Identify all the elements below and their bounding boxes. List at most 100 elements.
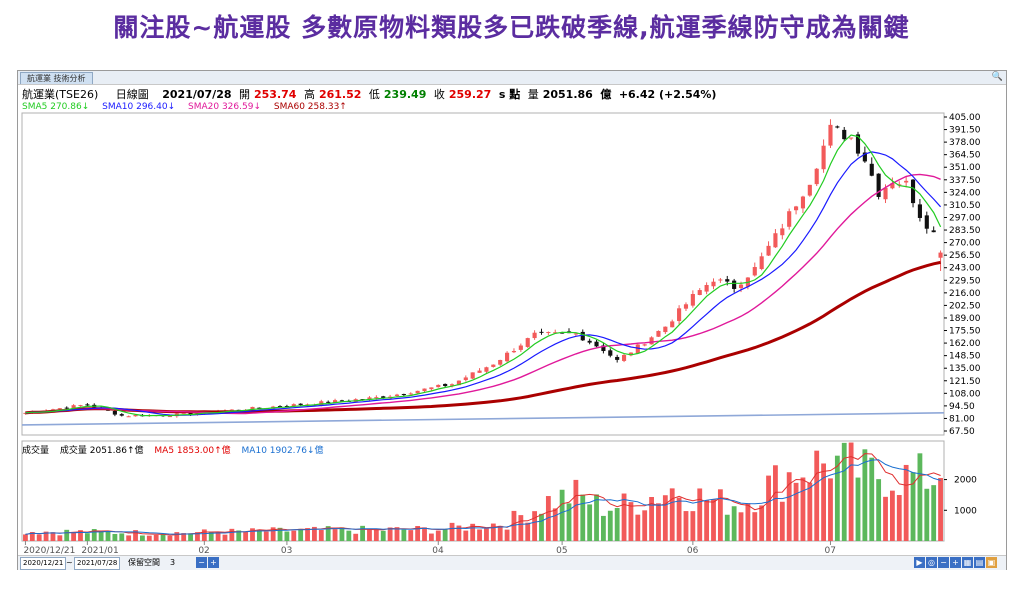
settings-icon[interactable]: ▣ [986,557,997,568]
volume-bar [256,529,262,541]
plus-icon[interactable]: + [950,557,961,568]
y-tick-label: 256.50 [949,251,981,261]
volume-bar [566,503,572,541]
candle-body [718,279,723,281]
candle-body [752,267,757,276]
date-to-select[interactable]: 2021/07/28 [74,557,120,570]
candle-body [615,356,620,360]
volume-bar [263,531,269,541]
unit-label: s 點 [498,88,521,101]
candle-body [780,228,785,236]
y-tick-label: 175.50 [949,327,981,337]
x-tick-label: 2021/01 [81,546,118,555]
volume-bar [690,511,696,541]
candle-body [677,308,682,322]
candle-body [649,337,654,345]
candle-body [85,404,90,406]
volume-bar [298,528,304,541]
candle-body [601,345,606,352]
candle-body [525,338,530,347]
keep-space-value[interactable]: 3 [170,558,176,567]
volume-bar [848,442,854,541]
volume-bar [931,485,937,541]
candle-body [849,137,854,139]
volume-bar [525,522,531,541]
candle-body [277,406,283,408]
minus-icon[interactable]: − [938,557,949,568]
volume-bar [305,528,310,541]
candle-body [298,403,303,405]
date-from-select[interactable]: 2020/12/21 [20,557,66,570]
volume-bar [704,500,710,541]
volume-legend: 成交量 成交量 2051.86↑億 MA5 1853.00↑億 MA10 190… [22,443,332,456]
volume-bar [779,501,785,541]
volume-bar [270,527,276,541]
candlestick-chart[interactable]: 405.00 391.50 378.00 364.50 351.00 337.50 324.… [18,71,1006,555]
candle-body [807,184,812,196]
candle-body [869,163,874,176]
volume-bar [140,535,145,541]
y-tick-label: 121.50 [949,377,981,387]
high-label: 高 [303,88,315,101]
volume-bar [669,488,675,541]
quote-date: 2021/07/28 [162,88,232,101]
zoom-in-icon[interactable]: + [208,557,219,568]
volume-label: 量 [527,88,539,101]
volume-bar [628,502,634,541]
chart-type-icon[interactable]: ▤ [974,557,985,568]
volume-bar [580,494,586,541]
volume-value: 2051.86 [542,88,593,101]
volume-bar [559,489,565,541]
x-tick-label: 04 [432,546,444,555]
volume-bar [470,523,476,541]
volume-bar [821,463,826,541]
period-label: 日線圖 [115,88,149,101]
volume-bar [814,450,820,541]
candle-body [126,416,131,418]
sma60-line [25,260,941,415]
low-label: 低 [368,88,380,101]
volume-bar [380,530,386,541]
zoom-icon[interactable]: 🔍 [991,72,1003,82]
volume-bar [215,532,221,541]
candle-body [498,359,503,365]
volume-bar [614,508,620,541]
vol-ma5-legend: MA5 1853.00↑億 [154,446,231,456]
sma-legend: SMA5 270.86↓ SMA10 296.40↓ SMA20 326.59↓… [22,102,357,112]
candle-body [381,396,386,399]
scroll-right-icon[interactable]: ▶ [914,557,925,568]
volume-bar [339,527,345,541]
volume-bar [828,478,833,541]
candle-body [449,384,455,386]
y-tick-label: 108.00 [949,389,981,399]
keep-space-label: 保留空間 [128,558,160,567]
volume-bar [367,529,372,541]
zoom-out-icon[interactable]: − [196,557,207,568]
candle-body [78,405,83,407]
volume-unit: 億 [600,88,612,101]
grid-icon[interactable]: ▦ [962,557,973,568]
y-tick-label: 216.00 [949,289,981,299]
candle-body [835,126,840,128]
candle-body [333,400,338,403]
candle-body [931,230,936,233]
change-value: +6.42 (+2.54%) [618,88,717,101]
volume-bar [511,510,517,541]
volume-bar [222,534,228,541]
candle-body [766,245,771,256]
tab-technical-analysis[interactable]: 航運業 技術分析 [20,72,93,84]
candle-body [539,331,544,333]
candle-body [284,405,289,407]
volume-bar [587,504,593,541]
reset-icon[interactable]: ◎ [926,557,937,568]
candle-body [394,394,400,396]
candle-body [787,211,792,227]
volume-tick-label: 2000 [954,476,977,486]
open-value: 253.74 [254,88,297,101]
candle-body [910,179,916,204]
y-tick-label: 243.00 [949,264,981,274]
candle-body [814,168,819,185]
y-tick-label: 270.00 [949,239,981,249]
candle-body [436,384,441,388]
volume-bar [786,472,792,541]
